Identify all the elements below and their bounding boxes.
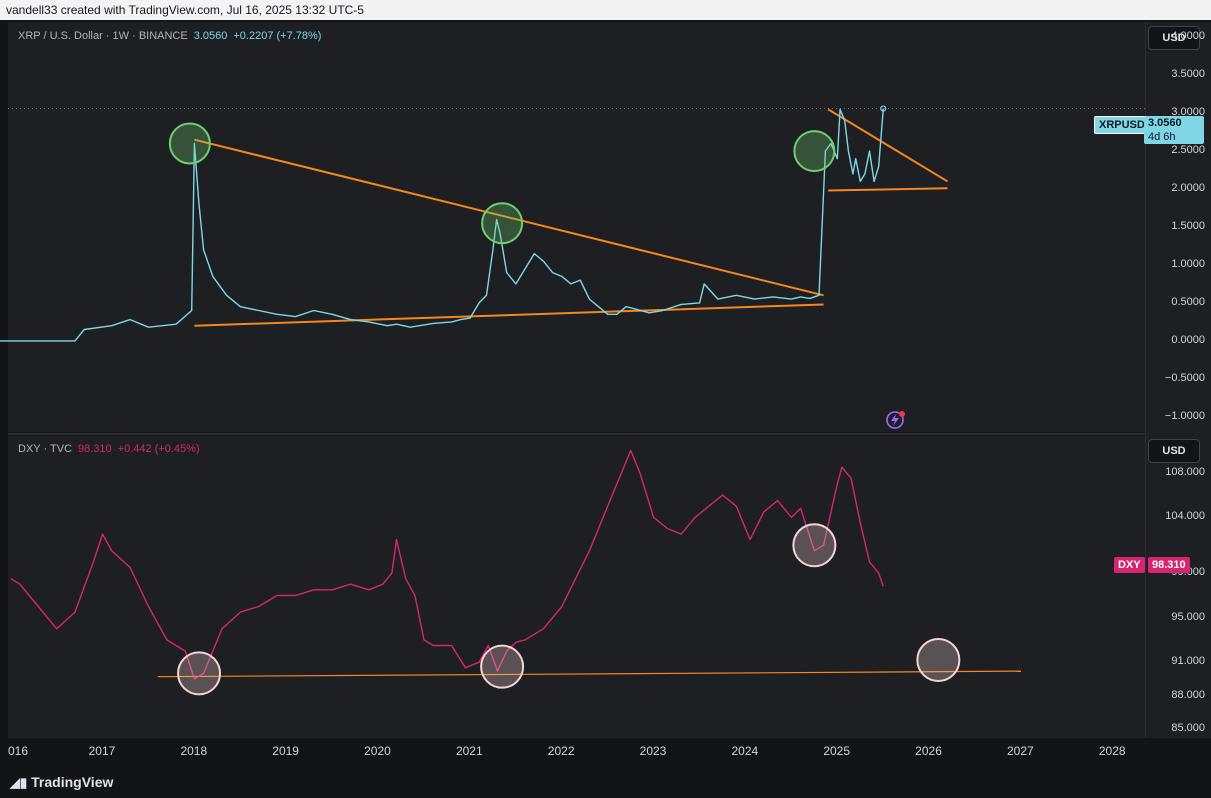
lightning-icon[interactable] (884, 410, 906, 430)
dxy-highlight-circle-2 (792, 523, 837, 568)
y-tick-label: 3.0000 (1171, 106, 1205, 119)
y-tick-label: 108.000 (1165, 465, 1205, 478)
xrp-tag-countdown: 4d 6h (1148, 131, 1176, 143)
pane-divider[interactable] (8, 433, 1145, 435)
brand-label: TradingView (31, 774, 114, 790)
xrp-highlight-circle-2 (793, 130, 836, 173)
xrp-symbol: XRP / U.S. Dollar · 1W · BINANCE (18, 30, 188, 42)
xrp-trendline-2 (827, 108, 949, 183)
x-tick-label: 2020 (364, 744, 391, 758)
y-tick-label: −0.5000 (1164, 371, 1205, 384)
x-tick-label: 2019 (272, 744, 299, 758)
currency-button-bottom[interactable]: USD (1148, 439, 1200, 463)
y-tick-label: 2.0000 (1171, 182, 1205, 195)
dxy-change: +0.442 (+0.45%) (117, 443, 200, 455)
y-tick-label: 3.5000 (1171, 68, 1205, 81)
xrp-last-point (880, 105, 887, 112)
y-tick-label: 88.000 (1171, 688, 1205, 701)
y-tick-label: 0.0000 (1171, 333, 1205, 346)
xrp-highlight-circle-0 (168, 122, 211, 165)
xrp-price-line (0, 108, 884, 342)
x-tick-label: 2025 (823, 744, 851, 758)
dxy-highlight-circle-1 (480, 644, 525, 689)
x-tick-label: 016 (8, 744, 29, 758)
xrp-price: 3.0560 (193, 30, 228, 42)
y-tick-label: 4.0000 (1171, 30, 1205, 43)
x-tick-label: 2021 (455, 744, 483, 758)
xrp-trendline-0 (194, 138, 824, 297)
xrp-price-tag: 3.0560 4d 6h (1144, 116, 1204, 144)
xrp-change: +0.2207 (+7.78%) (233, 30, 322, 42)
xrp-highlight-circle-1 (481, 202, 524, 245)
dxy-legend[interactable]: DXY · TVC 98.310 +0.442 (+0.45%) (18, 443, 200, 455)
credit-bar: vandell33 created with TradingView.com, … (0, 0, 1211, 20)
xrp-trendline-1 (194, 303, 824, 327)
y-tick-label: 95.000 (1171, 610, 1205, 623)
y-tick-label: 1.0000 (1171, 257, 1205, 270)
x-tick-label: 2027 (1007, 744, 1034, 758)
dxy-highlight-circle-3 (916, 637, 961, 682)
dxy-pane[interactable] (8, 436, 1145, 738)
xrp-tag-price: 3.0560 (1148, 117, 1182, 129)
y-tick-label: 104.000 (1165, 510, 1205, 523)
xrp-pane[interactable] (8, 22, 1145, 432)
dxy-trendline-0 (157, 670, 1022, 678)
dxy-price-tag: 98.310 (1148, 557, 1190, 573)
x-tick-label: 2024 (731, 744, 759, 758)
y-tick-label: 2.5000 (1171, 144, 1205, 157)
y-tick-label: 0.5000 (1171, 295, 1205, 308)
x-tick-label: 2017 (88, 744, 116, 758)
tradingview-brand[interactable]: ◢▮ TradingView (10, 774, 113, 791)
xrp-symbol-tag: XRPUSD (1094, 116, 1150, 134)
xrp-trendline-3 (828, 187, 948, 192)
credit-text: vandell33 created with TradingView.com, … (6, 3, 364, 17)
currency-button-top[interactable]: USD (1148, 26, 1200, 50)
x-tick-label: 2026 (915, 744, 942, 758)
xrp-legend[interactable]: XRP / U.S. Dollar · 1W · BINANCE 3.0560 +0… (18, 30, 321, 42)
dxy-highlight-circle-0 (177, 651, 222, 696)
dxy-price-line (10, 449, 884, 680)
y-tick-label: −1.0000 (1164, 409, 1205, 422)
x-tick-label: 2023 (639, 744, 667, 758)
x-tick-label: 2028 (1098, 744, 1126, 758)
dxy-symbol-tag: DXY (1114, 557, 1145, 573)
dxy-symbol: DXY · TVC (18, 443, 72, 455)
tradingview-logo-icon: ◢▮ (10, 775, 28, 790)
dxy-price: 98.310 (78, 443, 112, 455)
y-tick-label: 85.000 (1171, 722, 1205, 735)
x-tick-label: 2022 (547, 744, 575, 758)
x-tick-label: 2018 (180, 744, 208, 758)
y-tick-label: 91.000 (1171, 655, 1205, 668)
y-tick-label: 1.5000 (1171, 220, 1205, 232)
